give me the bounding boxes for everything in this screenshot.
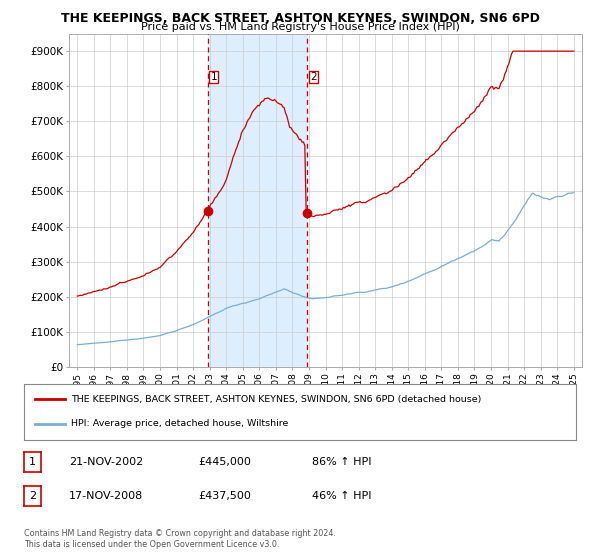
Text: 1: 1: [29, 457, 36, 467]
Text: Price paid vs. HM Land Registry's House Price Index (HPI): Price paid vs. HM Land Registry's House …: [140, 22, 460, 32]
Text: 17-NOV-2008: 17-NOV-2008: [69, 491, 143, 501]
Text: THE KEEPINGS, BACK STREET, ASHTON KEYNES, SWINDON, SN6 6PD: THE KEEPINGS, BACK STREET, ASHTON KEYNES…: [61, 12, 539, 25]
Text: Contains HM Land Registry data © Crown copyright and database right 2024.
This d: Contains HM Land Registry data © Crown c…: [24, 529, 336, 549]
Text: HPI: Average price, detached house, Wiltshire: HPI: Average price, detached house, Wilt…: [71, 419, 288, 428]
Text: 21-NOV-2002: 21-NOV-2002: [69, 457, 143, 467]
Text: 86% ↑ HPI: 86% ↑ HPI: [312, 457, 371, 467]
Text: THE KEEPINGS, BACK STREET, ASHTON KEYNES, SWINDON, SN6 6PD (detached house): THE KEEPINGS, BACK STREET, ASHTON KEYNES…: [71, 395, 481, 404]
Text: 46% ↑ HPI: 46% ↑ HPI: [312, 491, 371, 501]
Text: 2: 2: [310, 72, 316, 82]
Bar: [208, 34, 307, 367]
Text: £445,000: £445,000: [198, 457, 251, 467]
Text: 1: 1: [211, 72, 217, 82]
Text: 2: 2: [29, 491, 36, 501]
Text: £437,500: £437,500: [198, 491, 251, 501]
